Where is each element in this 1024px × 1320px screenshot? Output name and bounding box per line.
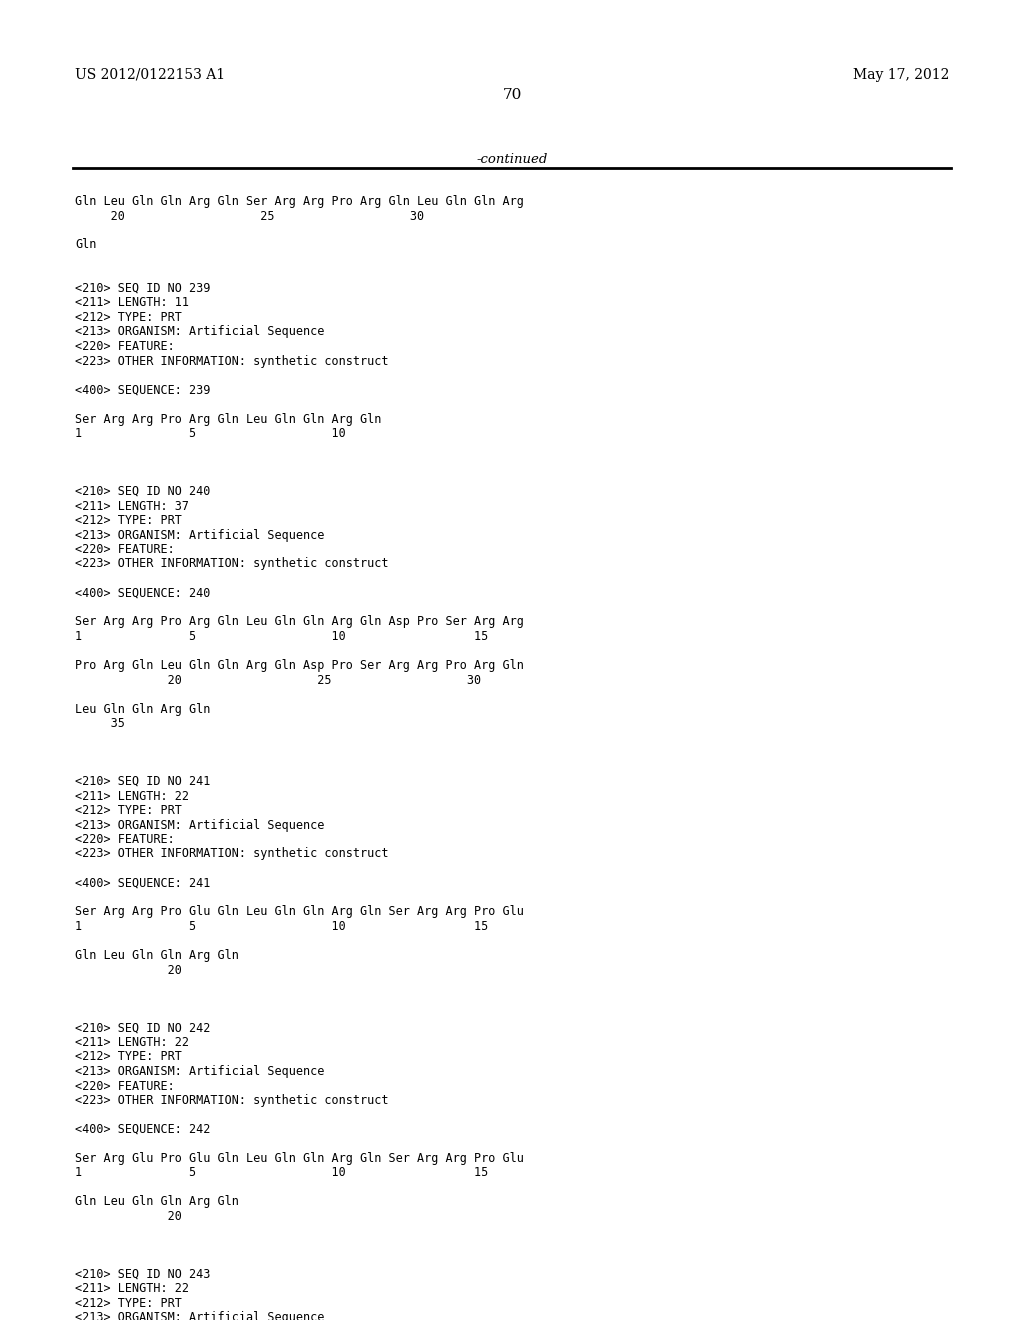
Text: -continued: -continued xyxy=(476,153,548,166)
Text: 20: 20 xyxy=(75,964,182,977)
Text: <400> SEQUENCE: 239: <400> SEQUENCE: 239 xyxy=(75,384,210,396)
Text: <211> LENGTH: 22: <211> LENGTH: 22 xyxy=(75,1283,189,1295)
Text: <210> SEQ ID NO 241: <210> SEQ ID NO 241 xyxy=(75,775,210,788)
Text: <210> SEQ ID NO 243: <210> SEQ ID NO 243 xyxy=(75,1269,210,1280)
Text: 1               5                   10                  15: 1 5 10 15 xyxy=(75,920,488,933)
Text: <223> OTHER INFORMATION: synthetic construct: <223> OTHER INFORMATION: synthetic const… xyxy=(75,847,388,861)
Text: <223> OTHER INFORMATION: synthetic construct: <223> OTHER INFORMATION: synthetic const… xyxy=(75,557,388,570)
Text: <212> TYPE: PRT: <212> TYPE: PRT xyxy=(75,1051,182,1064)
Text: <213> ORGANISM: Artificial Sequence: <213> ORGANISM: Artificial Sequence xyxy=(75,326,325,338)
Text: Gln Leu Gln Gln Arg Gln: Gln Leu Gln Gln Arg Gln xyxy=(75,949,239,962)
Text: Gln Leu Gln Gln Arg Gln Ser Arg Arg Pro Arg Gln Leu Gln Gln Arg: Gln Leu Gln Gln Arg Gln Ser Arg Arg Pro … xyxy=(75,195,524,209)
Text: <211> LENGTH: 37: <211> LENGTH: 37 xyxy=(75,499,189,512)
Text: <211> LENGTH: 11: <211> LENGTH: 11 xyxy=(75,297,189,309)
Text: Ser Arg Arg Pro Arg Gln Leu Gln Gln Arg Gln: Ser Arg Arg Pro Arg Gln Leu Gln Gln Arg … xyxy=(75,412,381,425)
Text: <223> OTHER INFORMATION: synthetic construct: <223> OTHER INFORMATION: synthetic const… xyxy=(75,355,388,367)
Text: <223> OTHER INFORMATION: synthetic construct: <223> OTHER INFORMATION: synthetic const… xyxy=(75,1094,388,1107)
Text: <211> LENGTH: 22: <211> LENGTH: 22 xyxy=(75,1036,189,1049)
Text: <220> FEATURE:: <220> FEATURE: xyxy=(75,341,175,352)
Text: Gln Leu Gln Gln Arg Gln: Gln Leu Gln Gln Arg Gln xyxy=(75,1196,239,1209)
Text: 20                   25                   30: 20 25 30 xyxy=(75,210,424,223)
Text: <220> FEATURE:: <220> FEATURE: xyxy=(75,1080,175,1093)
Text: Gln: Gln xyxy=(75,239,96,252)
Text: <213> ORGANISM: Artificial Sequence: <213> ORGANISM: Artificial Sequence xyxy=(75,818,325,832)
Text: <400> SEQUENCE: 240: <400> SEQUENCE: 240 xyxy=(75,586,210,599)
Text: 1               5                   10                  15: 1 5 10 15 xyxy=(75,630,488,643)
Text: 1               5                   10                  15: 1 5 10 15 xyxy=(75,1167,488,1180)
Text: <212> TYPE: PRT: <212> TYPE: PRT xyxy=(75,1298,182,1309)
Text: <213> ORGANISM: Artificial Sequence: <213> ORGANISM: Artificial Sequence xyxy=(75,528,325,541)
Text: 20                   25                   30: 20 25 30 xyxy=(75,673,481,686)
Text: <213> ORGANISM: Artificial Sequence: <213> ORGANISM: Artificial Sequence xyxy=(75,1065,325,1078)
Text: US 2012/0122153 A1: US 2012/0122153 A1 xyxy=(75,69,225,82)
Text: Leu Gln Gln Arg Gln: Leu Gln Gln Arg Gln xyxy=(75,702,210,715)
Text: <210> SEQ ID NO 239: <210> SEQ ID NO 239 xyxy=(75,282,210,294)
Text: 1               5                   10: 1 5 10 xyxy=(75,426,346,440)
Text: <400> SEQUENCE: 241: <400> SEQUENCE: 241 xyxy=(75,876,210,890)
Text: <212> TYPE: PRT: <212> TYPE: PRT xyxy=(75,513,182,527)
Text: <212> TYPE: PRT: <212> TYPE: PRT xyxy=(75,804,182,817)
Text: Ser Arg Arg Pro Glu Gln Leu Gln Gln Arg Gln Ser Arg Arg Pro Glu: Ser Arg Arg Pro Glu Gln Leu Gln Gln Arg … xyxy=(75,906,524,919)
Text: <213> ORGANISM: Artificial Sequence: <213> ORGANISM: Artificial Sequence xyxy=(75,1312,325,1320)
Text: 70: 70 xyxy=(503,88,521,102)
Text: <400> SEQUENCE: 242: <400> SEQUENCE: 242 xyxy=(75,1123,210,1137)
Text: 20: 20 xyxy=(75,1210,182,1224)
Text: <210> SEQ ID NO 242: <210> SEQ ID NO 242 xyxy=(75,1022,210,1035)
Text: May 17, 2012: May 17, 2012 xyxy=(853,69,949,82)
Text: <220> FEATURE:: <220> FEATURE: xyxy=(75,543,175,556)
Text: Pro Arg Gln Leu Gln Gln Arg Gln Asp Pro Ser Arg Arg Pro Arg Gln: Pro Arg Gln Leu Gln Gln Arg Gln Asp Pro … xyxy=(75,659,524,672)
Text: <211> LENGTH: 22: <211> LENGTH: 22 xyxy=(75,789,189,803)
Text: Ser Arg Arg Pro Arg Gln Leu Gln Gln Arg Gln Asp Pro Ser Arg Arg: Ser Arg Arg Pro Arg Gln Leu Gln Gln Arg … xyxy=(75,615,524,628)
Text: <220> FEATURE:: <220> FEATURE: xyxy=(75,833,175,846)
Text: 35: 35 xyxy=(75,717,125,730)
Text: <210> SEQ ID NO 240: <210> SEQ ID NO 240 xyxy=(75,484,210,498)
Text: <212> TYPE: PRT: <212> TYPE: PRT xyxy=(75,312,182,323)
Text: Ser Arg Glu Pro Glu Gln Leu Gln Gln Arg Gln Ser Arg Arg Pro Glu: Ser Arg Glu Pro Glu Gln Leu Gln Gln Arg … xyxy=(75,1152,524,1166)
